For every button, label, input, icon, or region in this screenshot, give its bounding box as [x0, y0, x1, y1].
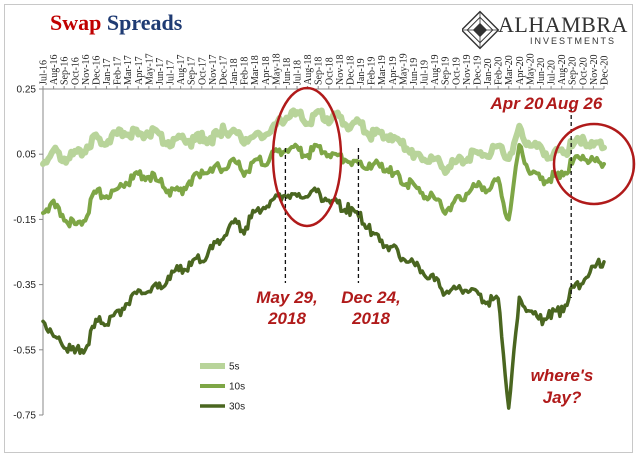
x-tick-label: Mar-19 [377, 55, 388, 85]
x-tick-label: Jul-17 [166, 60, 177, 85]
y-tick-label: -0.35 [13, 280, 36, 291]
x-tick-label: Aug-18 [303, 54, 314, 85]
annotation-line: 2018 [267, 309, 306, 328]
annotation-wheres-jay: where's Jay? [531, 366, 594, 407]
x-tick-label: Oct-16 [70, 57, 81, 85]
x-tick-label: Sep-16 [60, 57, 71, 85]
x-tick-label: Aug-17 [176, 54, 187, 85]
annotation-line: 2018 [351, 309, 390, 328]
alhambra-logo-icon [462, 10, 500, 50]
annotation-line: where's [531, 366, 594, 385]
x-tick-label: Oct-17 [197, 57, 208, 85]
x-tick-label: Dec-16 [91, 56, 102, 85]
x-tick-label: Dec-18 [345, 56, 356, 85]
x-tick-label: Dec-19 [472, 56, 483, 85]
x-tick-label: Sep-18 [314, 57, 325, 85]
x-tick-label: Nov-16 [81, 54, 92, 85]
x-tick-label: Nov-19 [462, 54, 473, 85]
annotations: May 29, 2018 Dec 24, 2018 Apr 20 Aug 26 where'… [256, 94, 603, 407]
x-tick-label: Aug-20 [557, 54, 568, 85]
legend-label-5s: 5s [229, 362, 240, 373]
x-tick-label: Aug-16 [49, 54, 60, 85]
x-tick-label: Mar-20 [504, 55, 515, 85]
x-tick-label: Nov-20 [589, 54, 600, 85]
x-tick-label: Nov-17 [208, 54, 219, 85]
x-tick-label: Jul-16 [39, 60, 50, 85]
series-line-10s [41, 142, 606, 229]
x-tick-label: May-19 [398, 53, 409, 85]
x-tick-label: May-17 [144, 53, 155, 85]
x-tick-label: Feb-17 [113, 57, 124, 85]
y-tick-label: -0.55 [13, 345, 36, 356]
x-tick-label: Jun-19 [409, 58, 420, 85]
x-tick-label: Oct-18 [324, 57, 335, 85]
brand-subtitle: INVESTMENTS [530, 36, 617, 46]
y-tick-label: 0.25 [17, 85, 37, 96]
x-tick-label: Jul-20 [547, 60, 558, 85]
annotation-may-29-2018: May 29, 2018 [256, 288, 317, 328]
x-tick-label: Jan-19 [356, 58, 367, 85]
annotation-line: May 29, [256, 288, 317, 307]
x-tick-label: Feb-18 [240, 57, 251, 85]
x-tick-label: Jan-18 [229, 58, 240, 85]
chart-frame [4, 4, 633, 453]
x-tick-label: May-18 [271, 53, 282, 85]
annotation-apr-20: Apr 20 [490, 94, 544, 113]
annotation-aug-26: Aug 26 [545, 94, 603, 113]
x-tick-label: Mar-17 [123, 55, 134, 85]
title-word-spreads: Spreads [106, 10, 183, 35]
x-tick-label: Dec-20 [600, 56, 611, 85]
x-tick-label: Apr-17 [134, 56, 145, 85]
annotation-line: Dec 24, [341, 288, 401, 307]
annotation-line: Jay? [543, 388, 582, 407]
legend-label-30s: 30s [229, 402, 245, 413]
annotation-dec-24-2018: Dec 24, 2018 [341, 288, 401, 328]
brand-name: ALHAMBRA [498, 12, 628, 37]
x-tick-label: Jun-18 [282, 58, 293, 85]
x-tick-label: Dec-17 [218, 56, 229, 85]
x-tick-label: Jun-20 [536, 58, 547, 85]
x-tick-label: Sep-19 [441, 57, 452, 85]
x-tick-label: Jan-20 [483, 58, 494, 85]
x-tick-label: Nov-18 [335, 54, 346, 85]
highlight-circle-2020 [552, 122, 636, 206]
x-tick-label: Apr-18 [261, 56, 272, 85]
chart-title: Swap Spreads [50, 10, 182, 36]
series-line-5s [40, 107, 607, 176]
x-tick-label: Jul-19 [420, 60, 431, 85]
annotation-line: Apr 20 [490, 94, 544, 113]
x-tick-label: Oct-19 [451, 57, 462, 85]
x-tick-label: Sep-20 [568, 57, 579, 85]
title-word-swap: Swap [50, 10, 102, 35]
x-tick-label: Feb-19 [367, 57, 378, 85]
x-tick-label: May-20 [525, 53, 536, 85]
x-tick-label: Jun-17 [155, 58, 166, 85]
x-tick-label: Jul-18 [293, 60, 304, 85]
y-tick-label: 0.05 [17, 150, 37, 161]
highlight-circle-2018 [271, 86, 343, 228]
y-tick-label: -0.15 [13, 215, 36, 226]
x-tick-label: Aug-19 [430, 54, 441, 85]
series-layer [40, 107, 607, 410]
x-tick-label: Jan-17 [102, 58, 113, 85]
legend-label-10s: 10s [229, 382, 245, 393]
x-tick-label: Sep-17 [187, 57, 198, 85]
legend: 5s 10s 30s [200, 362, 245, 413]
annotation-line: Aug 26 [545, 94, 603, 113]
series-line-30s [41, 186, 606, 410]
x-tick-label: Feb-20 [494, 57, 505, 85]
axes: 0.25 0.05 -0.15 -0.35 -0.55 -0.75 Jul-16 Aug-16… [13, 53, 610, 421]
x-tick-label: Oct-20 [578, 57, 589, 85]
y-tick-label: -0.75 [13, 411, 36, 422]
x-tick-label: Apr-19 [388, 56, 399, 85]
marker-layer [271, 86, 636, 298]
x-tick-label: Apr-20 [515, 56, 526, 85]
x-tick-label: Mar-18 [250, 55, 261, 85]
